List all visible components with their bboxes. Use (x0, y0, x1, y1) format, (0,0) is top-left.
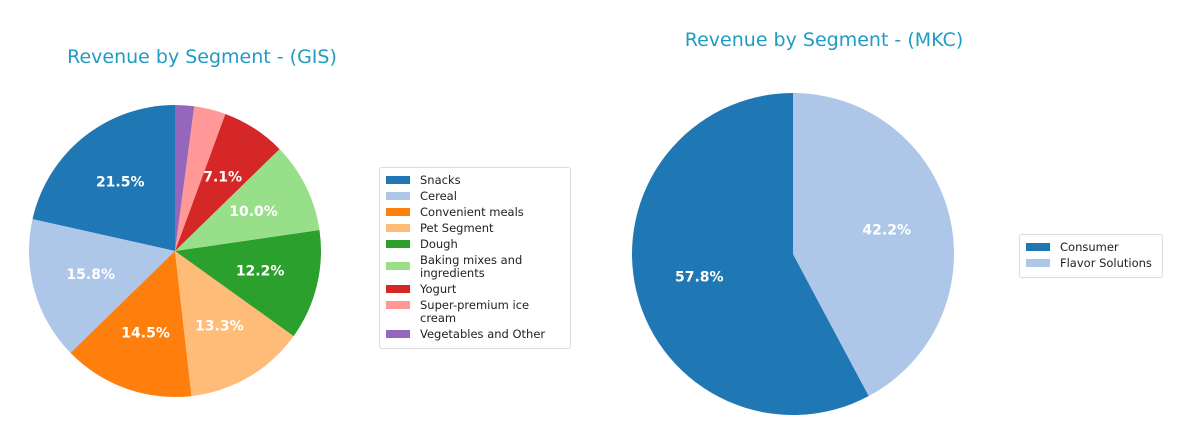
mkc-chart-title: Revenue by Segment - (MKC) (684, 29, 964, 51)
gis-legend: Snacks Cereal Convenient meals Pet Segme… (379, 167, 571, 349)
slice-percent-label: 42.2% (862, 223, 911, 239)
legend-item: Consumer (1026, 241, 1156, 254)
slice-percent-label: 10.0% (229, 204, 278, 220)
gis-chart-title: Revenue by Segment - (GIS) (67, 46, 337, 68)
legend-item: Cereal (386, 190, 564, 203)
legend-item: Vegetables and Other (386, 328, 564, 341)
pie-slice (175, 113, 280, 251)
legend-item: Dough (386, 238, 564, 251)
pie-slice (175, 251, 294, 397)
pie-slice (632, 93, 869, 415)
slice-percent-label: 15.8% (66, 267, 115, 283)
legend-item: Pet Segment (386, 222, 564, 235)
pie-slice (175, 106, 226, 251)
legend-item: Flavor Solutions (1026, 257, 1156, 270)
pie-slice (32, 105, 176, 251)
slice-percent-label: 13.3% (195, 319, 244, 335)
pie-slice (793, 93, 955, 397)
legend-item: Yogurt (386, 283, 564, 296)
legend-item: Snacks (386, 174, 564, 187)
mkc-legend: Consumer Flavor Solutions (1019, 234, 1163, 278)
pie-slice (175, 229, 322, 337)
legend-item: Super-premium ice cream (386, 299, 564, 325)
legend-item: Baking mixes and ingredients (386, 254, 564, 280)
pie-slice (70, 251, 192, 397)
slice-percent-label: 14.5% (121, 326, 170, 342)
pie-slice (175, 105, 195, 251)
pie-slice (175, 149, 320, 251)
slice-percent-label: 7.1% (203, 169, 242, 185)
slice-percent-label: 57.8% (675, 269, 724, 285)
pie-slice (28, 219, 175, 353)
slice-percent-label: 12.2% (236, 264, 285, 280)
legend-item: Convenient meals (386, 206, 564, 219)
slice-percent-label: 21.5% (96, 175, 145, 191)
